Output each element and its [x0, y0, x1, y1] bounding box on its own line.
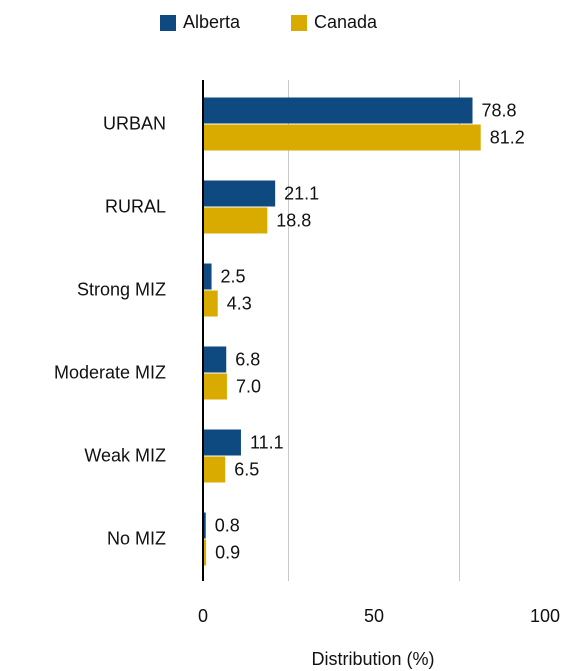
x-axis-title: Distribution (%) [311, 649, 434, 669]
value-label: 2.5 [221, 266, 246, 286]
value-label: 18.8 [276, 210, 311, 230]
bar [203, 373, 227, 400]
bar [203, 429, 241, 456]
value-label: 6.8 [235, 349, 260, 369]
bar [203, 290, 218, 317]
legend-swatch [291, 15, 307, 31]
x-tick-label: 0 [198, 606, 208, 626]
y-tick-label: Moderate MIZ [54, 362, 166, 382]
value-label: 81.2 [490, 127, 525, 147]
y-tick-label: RURAL [105, 196, 166, 216]
bar [203, 346, 227, 373]
legend-label: Canada [314, 12, 378, 32]
value-label: 0.8 [215, 515, 240, 535]
value-label: 7.0 [236, 376, 261, 396]
value-label: 21.1 [284, 183, 319, 203]
bar [203, 263, 212, 290]
value-label: 11.1 [250, 432, 284, 452]
bar [203, 512, 206, 539]
bar [203, 207, 268, 234]
legend-swatch [160, 15, 176, 31]
value-label: 4.3 [227, 293, 252, 313]
value-label: 78.8 [481, 100, 516, 120]
bar [203, 456, 226, 483]
value-label: 6.5 [234, 459, 259, 479]
x-tick-label: 50 [364, 606, 384, 626]
legend-label: Alberta [183, 12, 241, 32]
bar [203, 124, 481, 151]
y-tick-label: Weak MIZ [84, 445, 166, 465]
y-tick-label: Strong MIZ [77, 279, 166, 299]
x-tick-label: 100 [530, 606, 560, 626]
bar [203, 539, 207, 566]
y-tick-label: No MIZ [107, 528, 166, 548]
bar [203, 97, 473, 124]
y-tick-label: URBAN [103, 113, 166, 133]
value-label: 0.9 [215, 542, 240, 562]
bar [203, 180, 276, 207]
